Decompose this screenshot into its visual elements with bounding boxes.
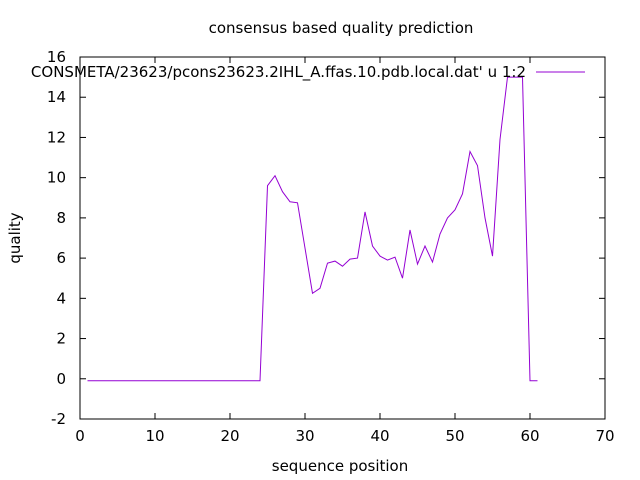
x-tick-label: 50 <box>445 427 464 445</box>
plot-border <box>79 56 606 420</box>
x-axis-label: sequence position <box>272 457 408 475</box>
axis-ticks <box>79 56 606 420</box>
plot-frame <box>79 56 606 420</box>
series-group <box>87 76 538 382</box>
y-tick-label: 12 <box>47 128 66 146</box>
y-tick-label: 2 <box>56 330 66 348</box>
legend: CONSMETA/23623/pcons23623.2IHL_A.ffas.10… <box>31 63 585 82</box>
y-axis-label: quality <box>6 212 24 263</box>
chart-title: consensus based quality prediction <box>209 19 474 37</box>
y-tick-label: -2 <box>51 410 66 428</box>
y-tick-label: 16 <box>47 48 66 66</box>
x-tick-label: 20 <box>220 427 239 445</box>
x-tick-label: 60 <box>520 427 539 445</box>
y-tick-label: 0 <box>56 370 66 388</box>
x-tick-label: 70 <box>595 427 614 445</box>
y-tick-label: 14 <box>47 88 66 106</box>
series-line <box>87 76 538 382</box>
legend-entry-label: CONSMETA/23623/pcons23623.2IHL_A.ffas.10… <box>31 63 526 82</box>
x-tick-label: 30 <box>295 427 314 445</box>
x-tick-label: 40 <box>370 427 389 445</box>
y-tick-label: 10 <box>47 169 66 187</box>
y-tick-label: 6 <box>56 249 66 267</box>
y-tick-labels: -2 0 2 4 6 8 10 12 14 16 <box>47 48 66 428</box>
y-tick-label: 4 <box>56 289 66 307</box>
y-tick-label: 8 <box>56 209 66 227</box>
x-tick-label: 10 <box>145 427 164 445</box>
x-tick-labels: 0 10 20 30 40 50 60 70 <box>75 427 614 445</box>
x-tick-label: 0 <box>75 427 85 445</box>
